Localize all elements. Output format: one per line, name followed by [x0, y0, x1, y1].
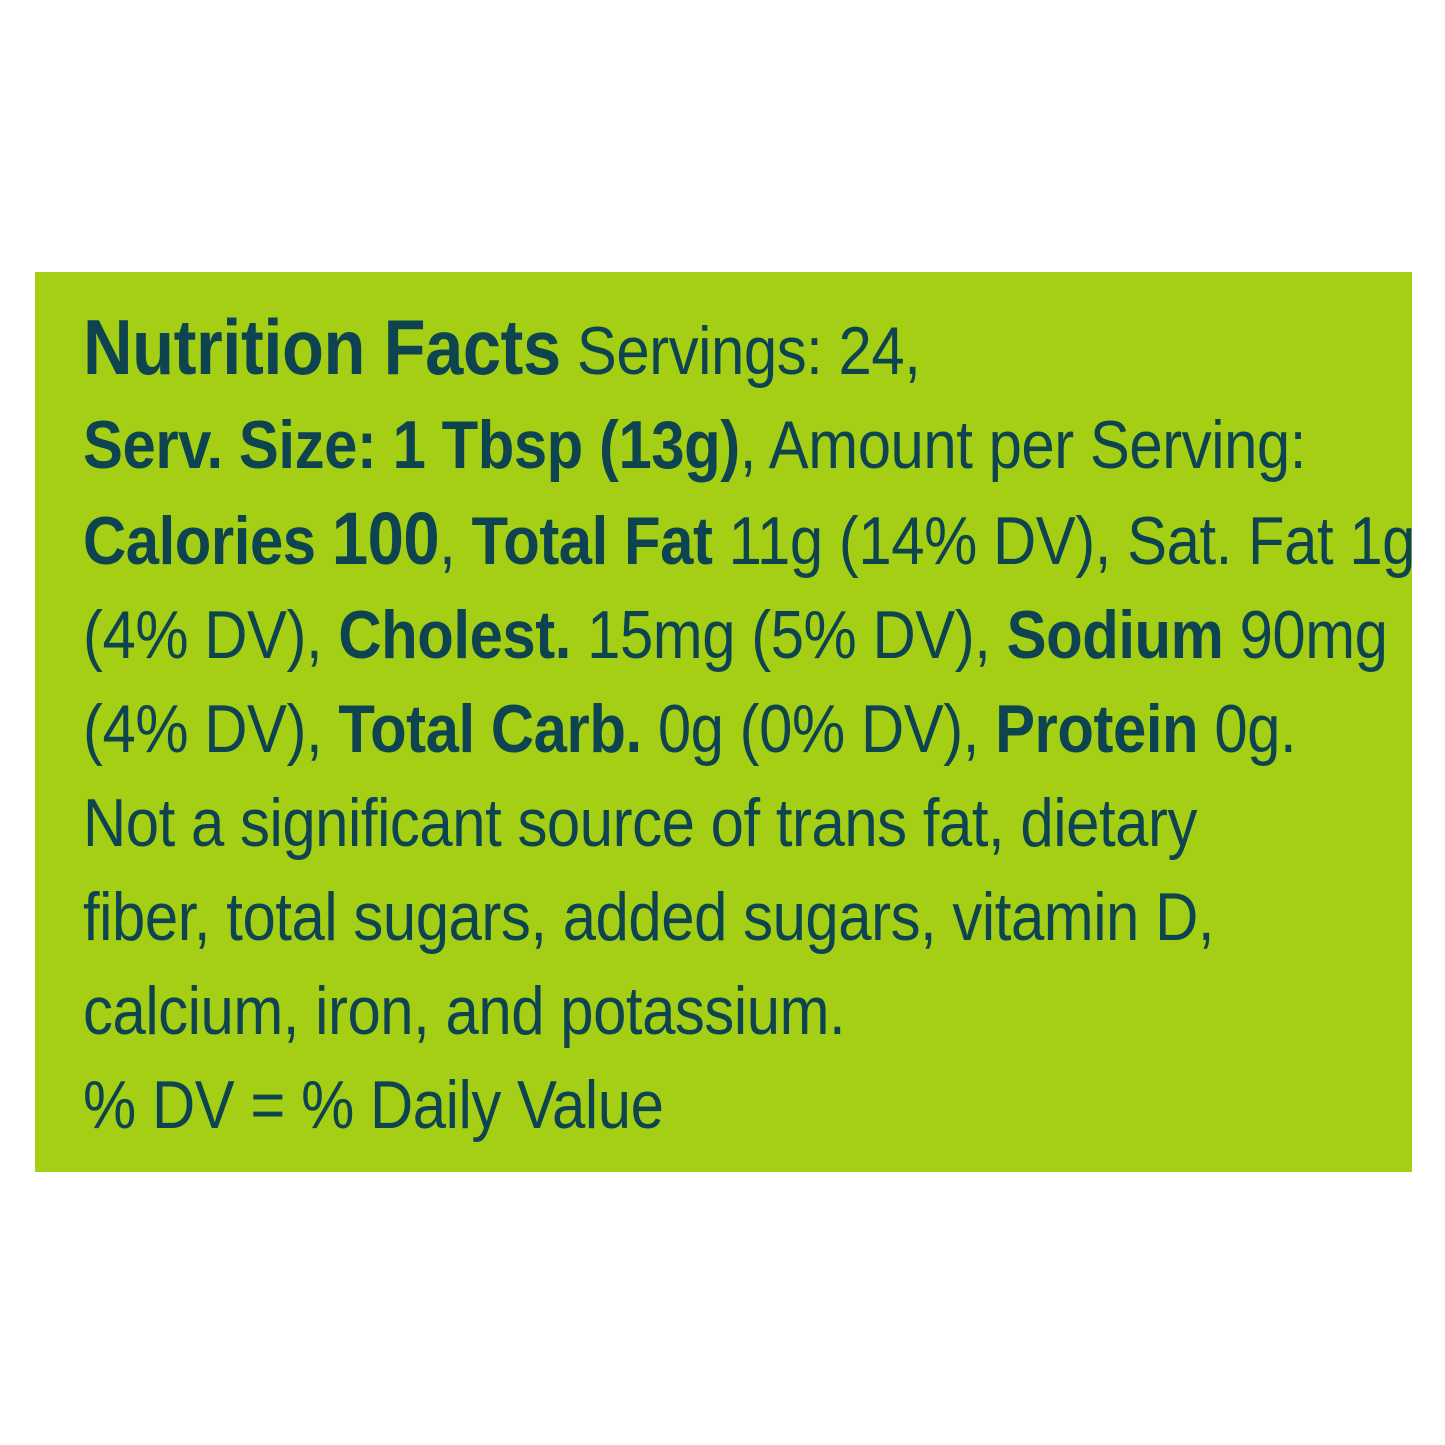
saturated-fat-dv-value: (4% DV), [83, 597, 339, 673]
calories-label: Calories [83, 503, 332, 579]
separator-comma-1: , [439, 503, 472, 579]
total-carb-label: Total Carb. [338, 691, 642, 767]
serving-size-label: Serv. Size: 1 Tbsp (13g) [83, 407, 740, 483]
calories-value: 100 [331, 497, 440, 580]
cholesterol-label: Cholest. [338, 597, 571, 673]
nutrition-line-cholesterol-sodium: (4% DV), Cholest. 15mg (5% DV), Sodium 9… [83, 588, 1388, 682]
disclaimer-line-3: calcium, iron, and potassium. [83, 973, 846, 1049]
nutrition-facts-panel: Nutrition Facts Servings: 24, Serv. Size… [35, 272, 1415, 1172]
disclaimer-line-1: Not a significant source of trans fat, d… [83, 785, 1197, 861]
total-carb-value: 0g (0% DV), [641, 691, 996, 767]
sodium-label: Sodium [1006, 597, 1224, 673]
sodium-value: 90mg [1223, 597, 1388, 673]
nutrition-line-carb-protein: (4% DV), Total Carb. 0g (0% DV), Protein… [83, 682, 1297, 776]
protein-label: Protein [995, 691, 1199, 767]
amount-per-serving-label: , Amount per Serving: [739, 407, 1307, 483]
total-fat-value: 11g (14% DV), Sat. Fat 1g [712, 503, 1416, 579]
nutrition-line-header: Nutrition Facts Servings: 24, [83, 300, 1227, 398]
nutrition-line-serving-size: Serv. Size: 1 Tbsp (13g), Amount per Ser… [83, 398, 1306, 492]
nutrition-line-calories-fat: Calories 100, Total Fat 11g (14% DV), Sa… [83, 492, 1415, 588]
daily-value-footnote: % DV = % Daily Value [83, 1067, 664, 1143]
protein-value: 0g. [1198, 691, 1297, 767]
servings-text: Servings: 24, [560, 313, 921, 389]
page-title: Nutrition Facts [83, 303, 561, 391]
disclaimer-line-2: fiber, total sugars, added sugars, vitam… [83, 879, 1215, 955]
sodium-dv-value: (4% DV), [83, 691, 339, 767]
cholesterol-value: 15mg (5% DV), [570, 597, 1007, 673]
total-fat-label: Total Fat [471, 503, 713, 579]
nutrition-facts-text-block: Nutrition Facts Servings: 24, Serv. Size… [83, 300, 1415, 1152]
